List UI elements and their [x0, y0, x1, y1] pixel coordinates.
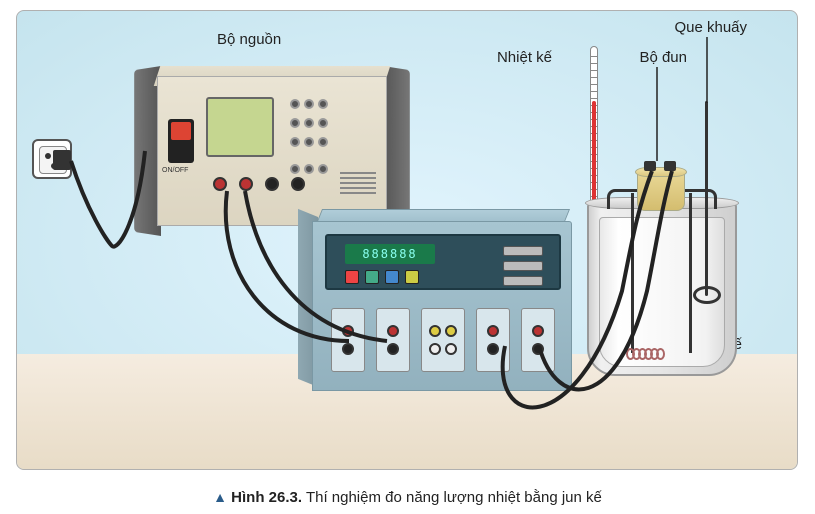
ps-knob-group: [288, 97, 330, 181]
heating-coil-icon: [629, 347, 693, 361]
stirrer-ring: [693, 286, 721, 304]
figure-container: Bộ nguồn Jun kế Nhiệt kế Bộ đun Que khuấ…: [0, 0, 815, 514]
caption-marker-icon: ▲: [213, 489, 227, 505]
power-plug: [53, 150, 71, 170]
label-stirrer: Que khuấy: [674, 19, 747, 36]
calorimeter: [577, 131, 747, 381]
ps-output-jacks: [213, 177, 305, 191]
label-thermometer: Nhiệt kế: [497, 49, 552, 66]
joule-meter: 888888: [312, 221, 572, 391]
label-power-supply: Bộ nguồn: [217, 31, 281, 48]
jm-function-buttons: [503, 246, 543, 286]
jm-button-row: [345, 270, 419, 284]
jm-jack-panel: [325, 300, 561, 380]
jm-panel: 888888: [325, 234, 561, 290]
power-supply: ON/OFF: [157, 76, 387, 226]
figure-label: Hình 26.3.: [231, 489, 302, 506]
diagram-area: Bộ nguồn Jun kế Nhiệt kế Bộ đun Que khuấ…: [16, 10, 798, 470]
ps-screen: [206, 97, 274, 157]
on-off-label: ON/OFF: [162, 167, 188, 174]
power-switch-icon: [168, 119, 194, 163]
figure-caption-text: Thí nghiệm đo năng lượng nhiệt bằng jun …: [306, 489, 602, 506]
heater-cup: [637, 171, 685, 211]
stirrer-rod: [705, 101, 708, 296]
jm-display: 888888: [345, 244, 435, 264]
label-heater: Bộ đun: [639, 49, 687, 66]
figure-caption: ▲ Hình 26.3. Thí nghiệm đo năng lượng nh…: [0, 489, 815, 506]
ps-vents-icon: [340, 172, 376, 194]
